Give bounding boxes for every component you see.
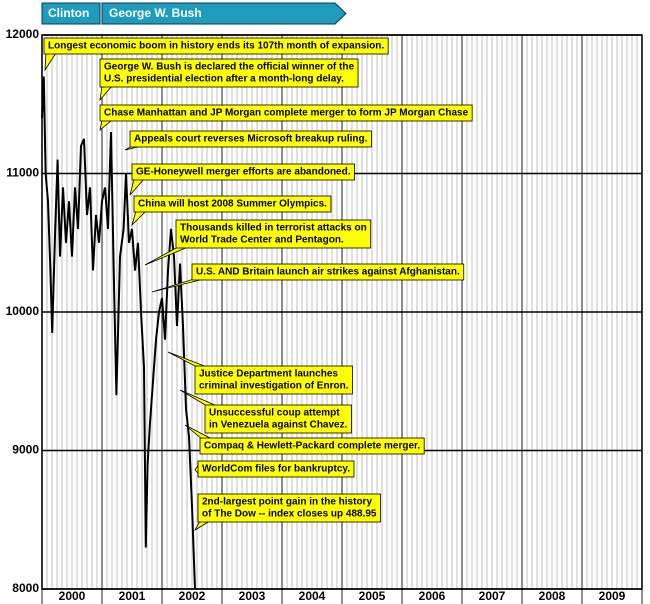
annotation-box	[131, 163, 355, 181]
y-tick-label: 9000	[12, 443, 39, 457]
x-tick-label: 2007	[479, 589, 506, 603]
x-tick-label: 2006	[419, 589, 446, 603]
annotation: GE-Honeywell merger efforts are abandone…	[129, 163, 355, 196]
x-tick-label: 2009	[599, 589, 626, 603]
data-line	[41, 76, 196, 590]
annotation-text: World Trade Center and Pentagon.	[180, 235, 344, 246]
annotation: Chase Manhattan and JP Morgan complete m…	[99, 104, 473, 132]
annotation-pointer	[99, 85, 113, 102]
annotation-box	[175, 219, 372, 249]
annotation-text: Unsuccessful coup attempt	[209, 408, 340, 419]
president-label: Clinton	[48, 6, 89, 20]
annotation: WorldCom files for bankruptcy.	[194, 460, 355, 478]
annotation: Longest economic boom in history ends it…	[43, 37, 389, 72]
annotation-text: Appeals court reverses Microsoft breakup…	[134, 134, 368, 145]
annotation-text: China will host 2008 Summer Olympics.	[138, 199, 327, 210]
x-tick-label: 2002	[179, 589, 206, 603]
annotation-pointer	[44, 52, 57, 72]
annotation-text: in Venezuela against Chavez.	[209, 420, 348, 431]
annotation: China will host 2008 Summer Olympics.	[131, 195, 332, 227]
annotation: George W. Bush is declared the official …	[99, 58, 359, 102]
annotation-box	[129, 130, 372, 148]
y-tick-label: 10000	[6, 304, 40, 318]
x-tick-label: 2001	[119, 589, 146, 603]
annotation-box	[99, 104, 473, 122]
annotation-pointer	[99, 119, 114, 132]
x-tick-label: 2003	[239, 589, 266, 603]
annotation-box	[191, 263, 465, 281]
annotation-text: Thousands killed in terrorist attacks on	[180, 223, 367, 234]
annotation-text: Justice Department launches	[199, 369, 338, 380]
annotation-text: criminal investigation of Enron.	[199, 381, 349, 392]
annotation-text: GE-Honeywell merger efforts are abandone…	[136, 167, 351, 178]
annotation-text: of The Dow -- index closes up 488.95	[202, 509, 377, 520]
annotation-text: Compaq & Hewlett-Packard complete merger…	[204, 441, 420, 452]
annotation-box	[197, 460, 355, 478]
annotation-pointer	[167, 351, 208, 368]
annotation: 2nd-largest point gain in the historyof …	[193, 493, 381, 532]
president-label: George W. Bush	[109, 6, 202, 20]
y-tick-label: 8000	[12, 581, 39, 595]
annotation: Appeals court reverses Microsoft breakup…	[124, 130, 372, 151]
y-tick-label: 11000	[6, 166, 39, 180]
annotation-text: George W. Bush is declared the official …	[104, 62, 354, 73]
annotation: Thousands killed in terrorist attacks on…	[144, 219, 372, 266]
annotation-text: WorldCom files for bankruptcy.	[202, 464, 350, 475]
x-tick-label: 2008	[539, 589, 566, 603]
clinton-band	[41, 2, 101, 25]
annotation-box	[197, 493, 381, 523]
y-tick-label: 12000	[6, 27, 40, 41]
annotation-pointer	[144, 246, 189, 266]
x-tick-label: 2005	[359, 589, 386, 603]
annotation-text: 2nd-largest point gain in the history	[202, 497, 372, 508]
x-tick-label: 2000	[59, 589, 86, 603]
annotation-text: U.S. presidential election after a month…	[104, 74, 344, 85]
bush-band	[101, 2, 347, 25]
annotation-box	[43, 37, 389, 55]
x-tick-label: 2004	[299, 589, 326, 603]
annotation-box	[199, 437, 425, 455]
annotation: Compaq & Hewlett-Packard complete merger…	[184, 424, 425, 455]
annotation-box	[133, 195, 332, 213]
annotation-text: U.S. AND Britain launch air strikes agai…	[196, 267, 460, 278]
annotation: U.S. AND Britain launch air strikes agai…	[151, 263, 465, 293]
annotation-box	[204, 404, 352, 434]
annotation-text: Longest economic boom in history ends it…	[48, 41, 384, 52]
annotation-box	[194, 365, 353, 395]
plot-border	[41, 34, 643, 590]
annotation-box	[99, 58, 359, 88]
annotation-text: Chase Manhattan and JP Morgan complete m…	[104, 108, 469, 119]
annotation-pointer	[131, 210, 147, 227]
